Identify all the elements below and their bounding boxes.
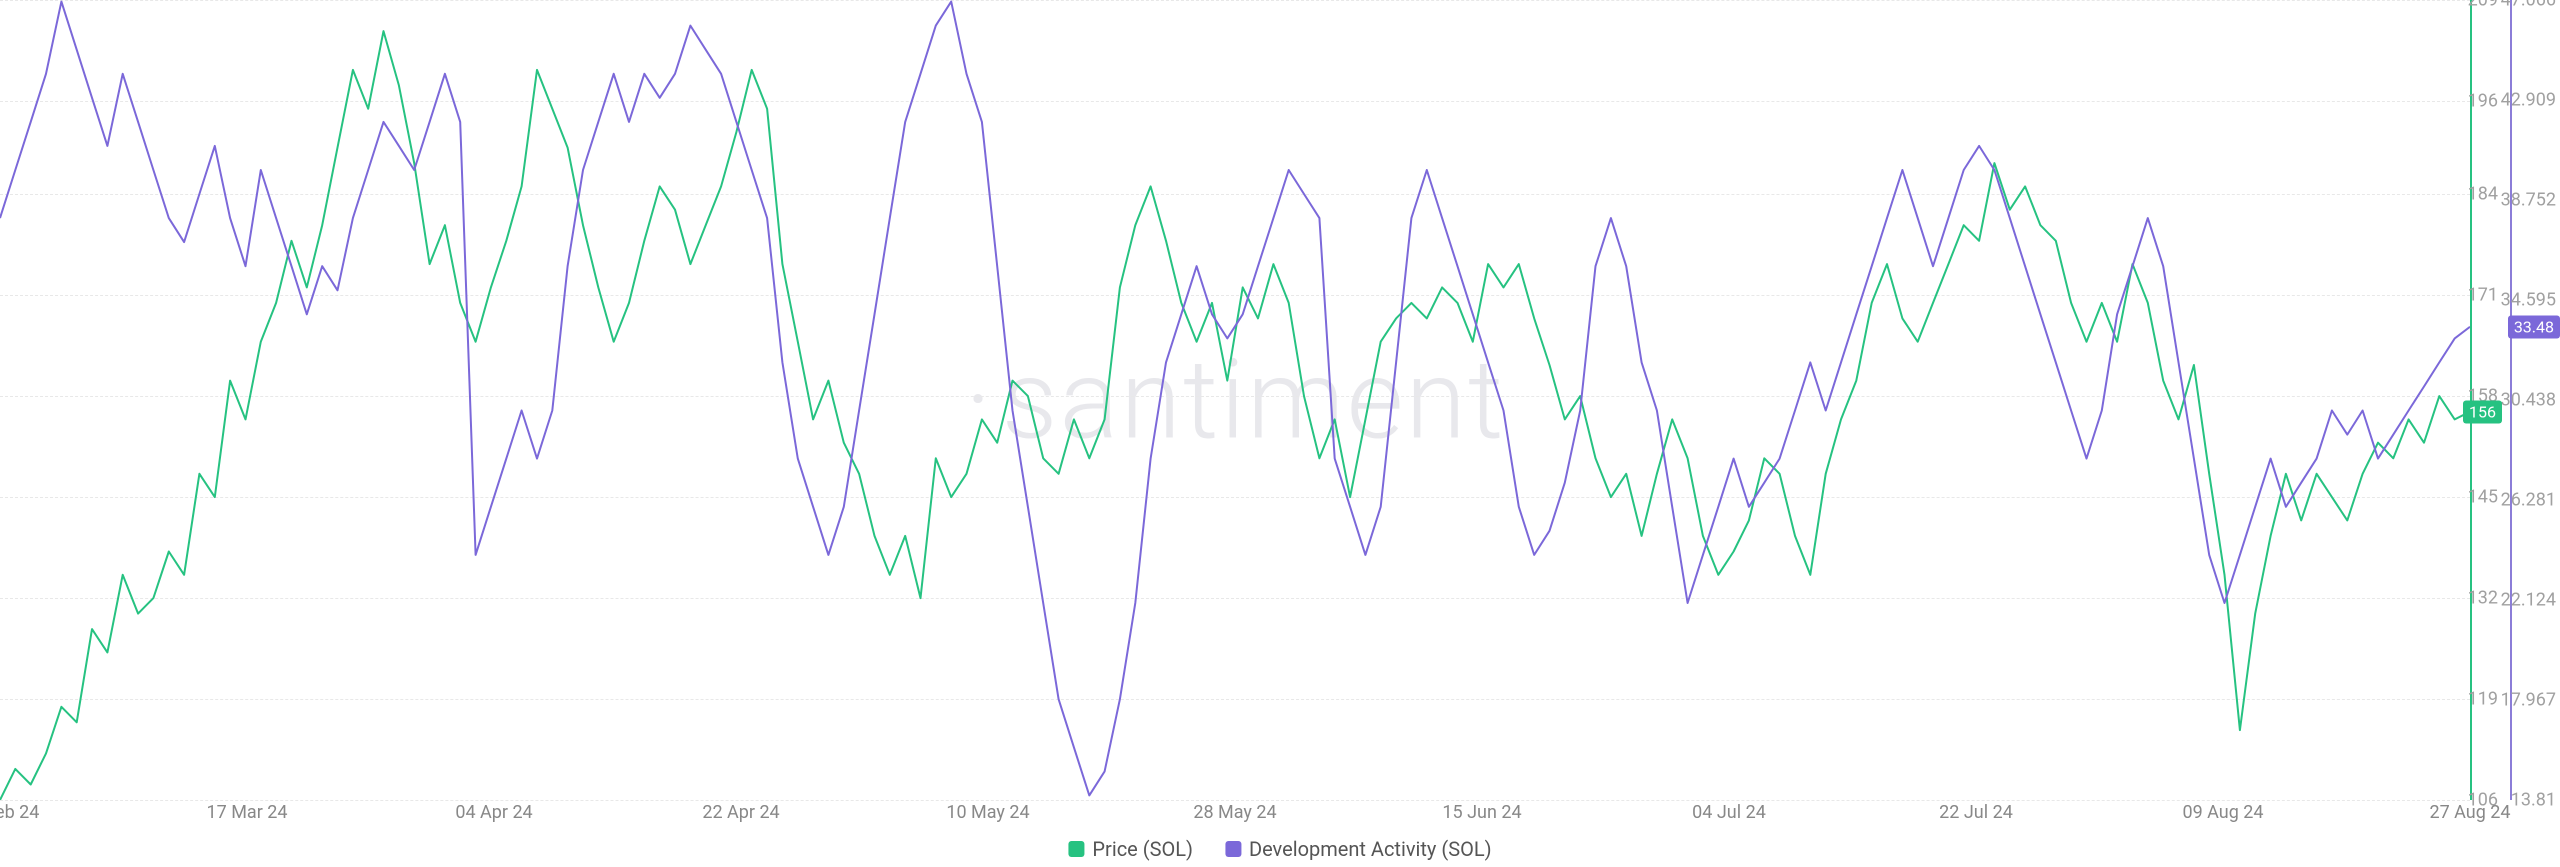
legend-item-price[interactable]: Price (SOL) xyxy=(1068,837,1193,861)
y2-tick: 30.438 xyxy=(2501,390,2556,411)
line-series-svg xyxy=(0,0,2470,800)
x-tick: 27 Aug 24 xyxy=(2429,802,2510,823)
x-tick: 28 May 24 xyxy=(1193,802,1276,823)
x-tick: 04 Jul 24 xyxy=(1692,802,1766,823)
y1-tick: 145 xyxy=(2468,487,2498,508)
dev-current-badge: 33.48 xyxy=(2508,315,2560,338)
series-line xyxy=(0,2,2470,796)
legend-label-dev: Development Activity (SOL) xyxy=(1249,837,1492,861)
x-tick: 04 Apr 24 xyxy=(455,802,532,823)
x-tick: 17 Mar 24 xyxy=(207,802,288,823)
x-tick: 22 Apr 24 xyxy=(702,802,779,823)
price-current-badge: 156 xyxy=(2463,400,2502,423)
legend-swatch-price xyxy=(1068,841,1084,857)
y2-tick: 17.967 xyxy=(2501,690,2556,711)
y2-tick: 47.066 xyxy=(2501,0,2556,11)
x-tick: 15 Jun 24 xyxy=(1442,802,1521,823)
y1-tick: 171 xyxy=(2468,285,2498,306)
y1-tick: 119 xyxy=(2468,689,2498,710)
y2-tick: 26.281 xyxy=(2501,490,2556,511)
chart-container: santiment 106119132145158171184196209 13… xyxy=(0,0,2560,867)
x-tick: 09 Aug 24 xyxy=(2182,802,2263,823)
x-tick: 10 May 24 xyxy=(946,802,1029,823)
y1-tick: 132 xyxy=(2468,588,2498,609)
y1-tick: 184 xyxy=(2468,184,2498,205)
legend-swatch-dev xyxy=(1225,841,1241,857)
y2-tick: 38.752 xyxy=(2501,190,2556,211)
legend-item-dev[interactable]: Development Activity (SOL) xyxy=(1225,837,1492,861)
legend: Price (SOL) Development Activity (SOL) xyxy=(1068,837,1491,861)
y1-tick: 196 xyxy=(2468,90,2498,111)
y2-tick: 42.909 xyxy=(2501,90,2556,111)
plot-area: santiment xyxy=(0,0,2470,800)
y2-tick: 22.124 xyxy=(2501,590,2556,611)
legend-label-price: Price (SOL) xyxy=(1092,837,1193,861)
y1-tick: 209 xyxy=(2468,0,2498,11)
y2-tick: 13.81 xyxy=(2511,790,2556,811)
y2-tick: 34.595 xyxy=(2501,290,2556,311)
x-tick: 27 Feb 24 xyxy=(0,802,39,823)
x-tick: 22 Jul 24 xyxy=(1939,802,2013,823)
